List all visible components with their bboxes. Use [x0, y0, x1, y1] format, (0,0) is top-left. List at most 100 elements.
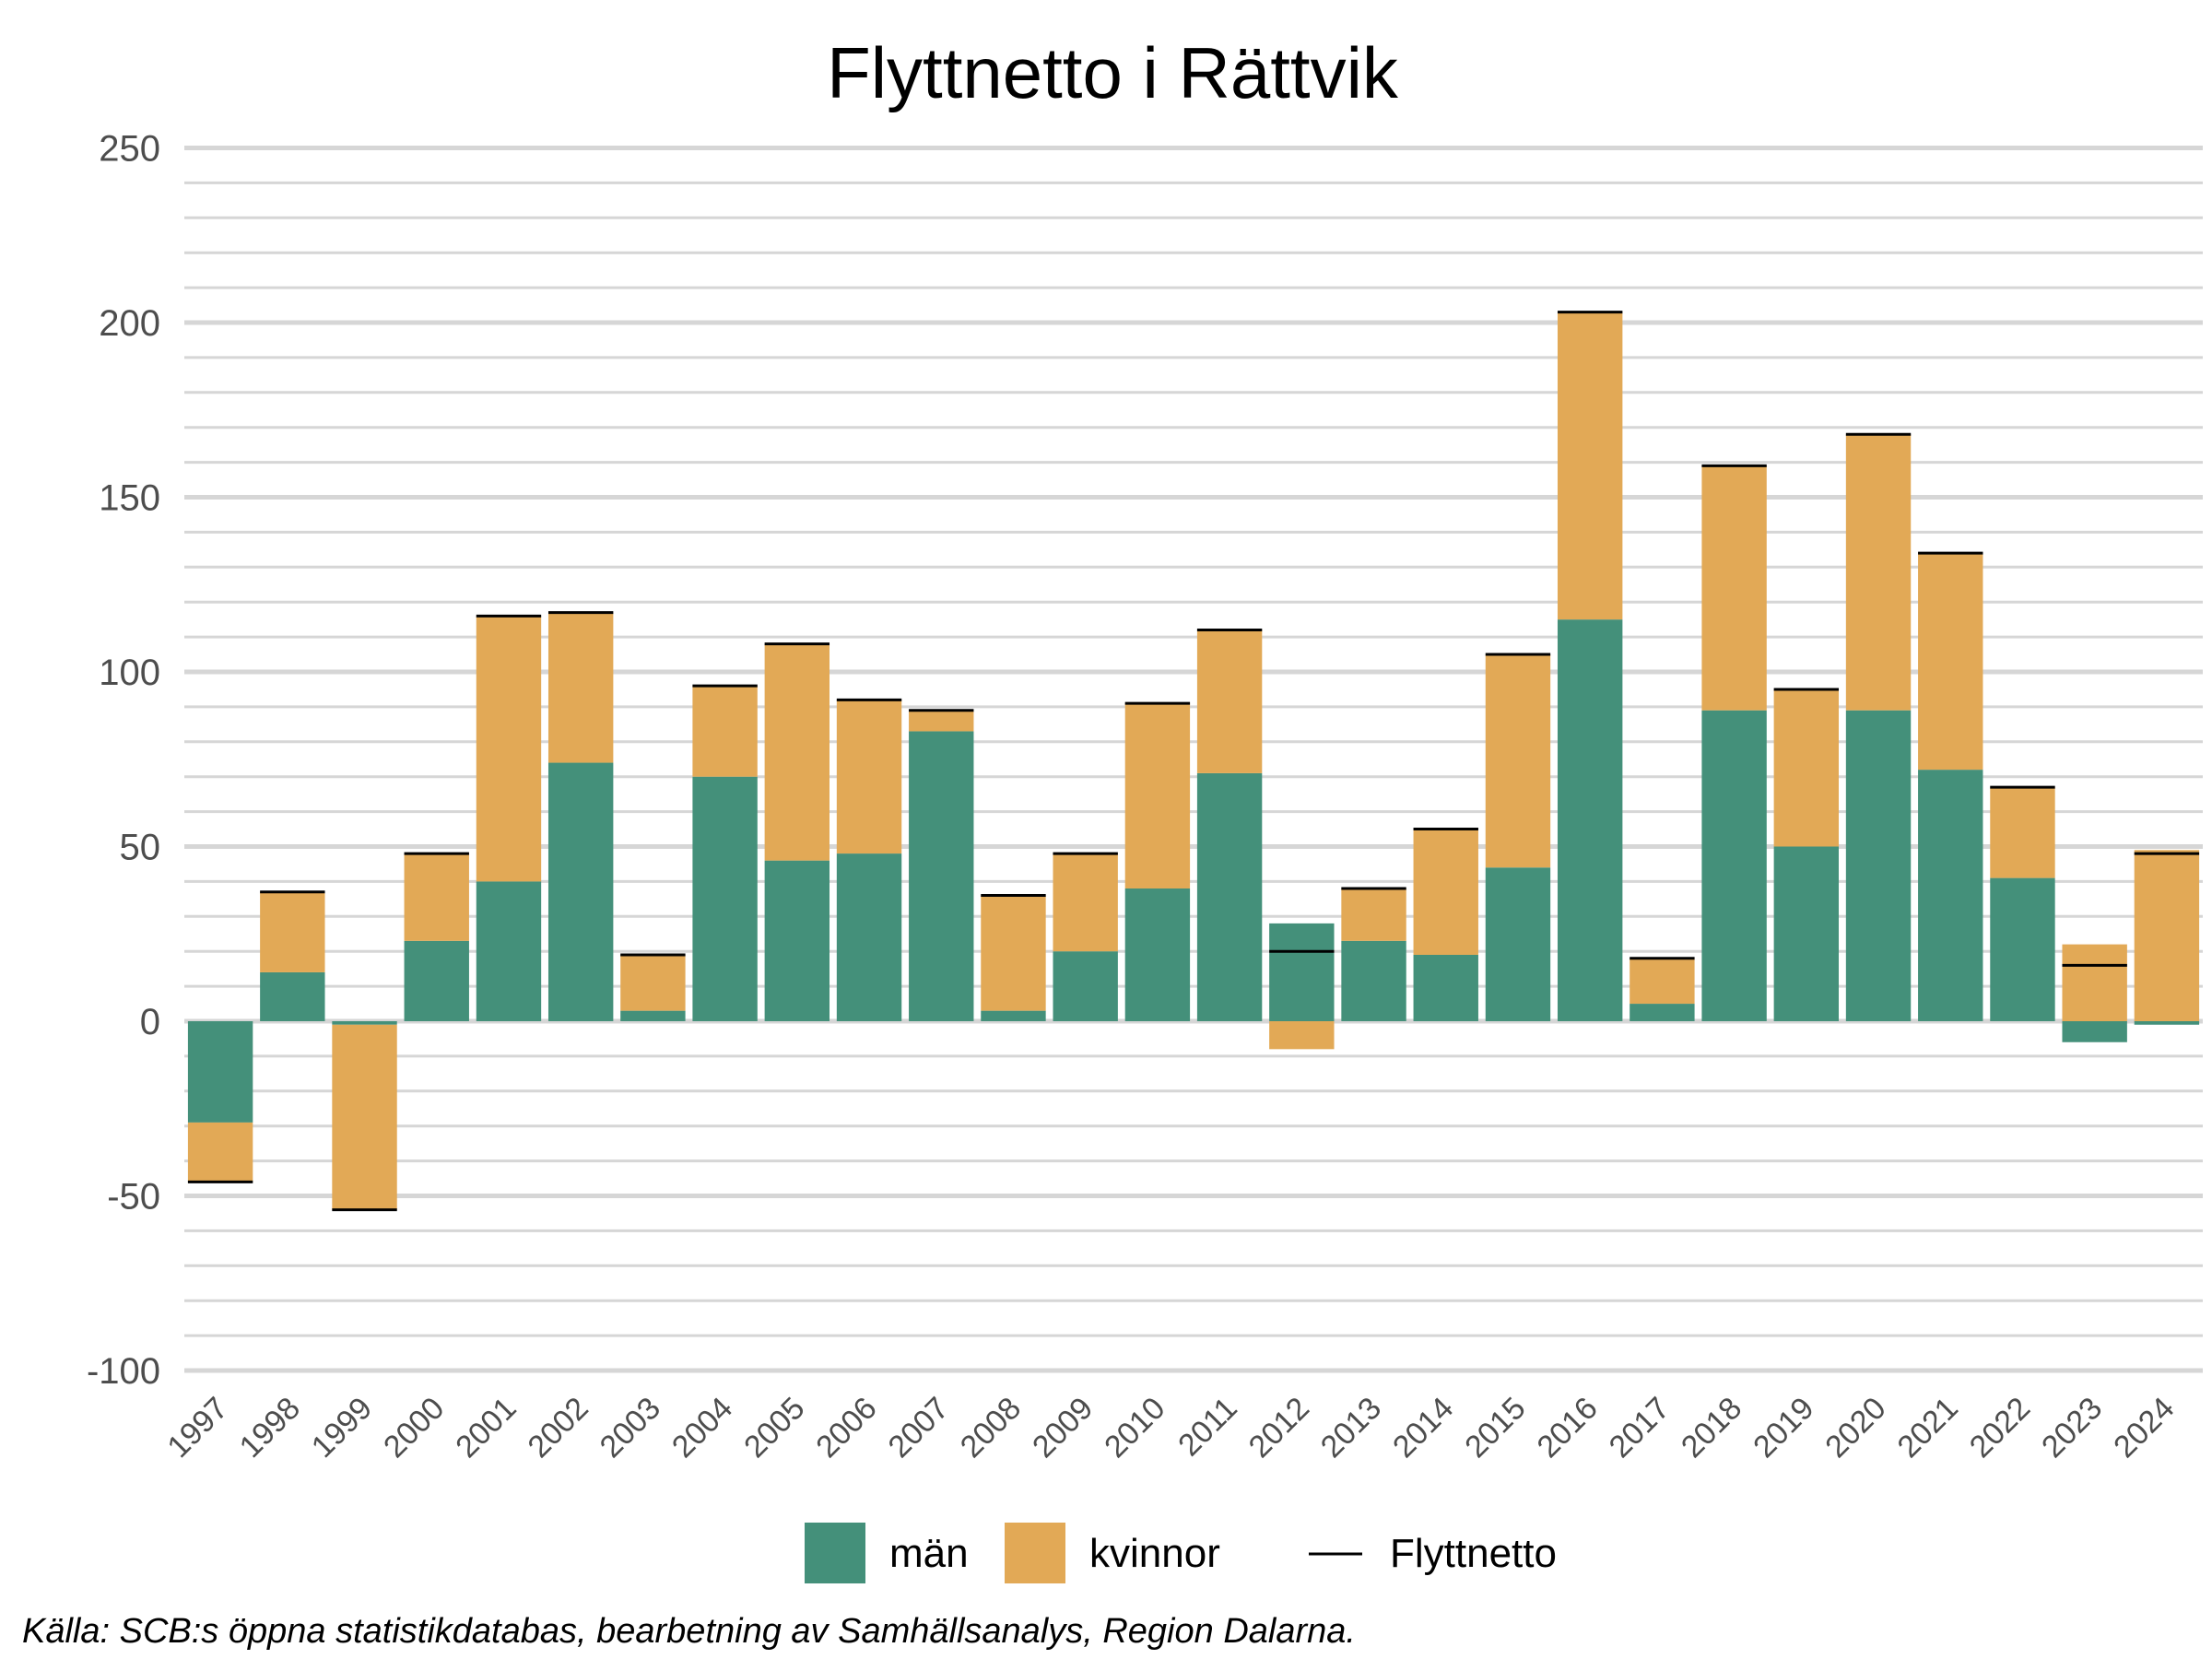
x-tick-label: 2006 — [809, 1391, 883, 1465]
legend-label-kvinnor: kvinnor — [1089, 1531, 1220, 1576]
x-tick-label: 2012 — [1242, 1391, 1316, 1465]
x-tick-label: 2021 — [1891, 1391, 1965, 1465]
x-tick-label: 1997 — [160, 1391, 234, 1465]
y-tick-label: 0 — [140, 1002, 160, 1042]
y-tick-label: 50 — [120, 828, 161, 868]
x-tick-label: 2010 — [1098, 1391, 1171, 1465]
bar-kvinnor — [476, 616, 542, 882]
x-tick-label: 2008 — [954, 1391, 1028, 1465]
bar-man — [620, 1010, 686, 1021]
bar-kvinnor — [260, 891, 325, 972]
bar-man — [1773, 846, 1840, 1021]
bar-kvinnor — [332, 1024, 397, 1210]
x-tick-label: 2014 — [1386, 1391, 1460, 1465]
bar-man — [1845, 710, 1912, 1021]
bar-man — [764, 860, 830, 1021]
x-tick-label: 2024 — [2107, 1391, 2181, 1465]
bar-kvinnor — [1269, 1021, 1335, 1050]
bar-man — [187, 1021, 253, 1123]
bar-kvinnor — [1124, 703, 1191, 888]
y-tick-label: 100 — [99, 653, 160, 693]
bar-man — [332, 1021, 397, 1025]
bar-man — [981, 1010, 1046, 1021]
net-lines — [187, 311, 2200, 1212]
bar-kvinnor — [187, 1122, 253, 1182]
bar-kvinnor — [1341, 888, 1406, 941]
y-axis: -100 -50 0 50 100 150 200 250 — [87, 129, 160, 1393]
bar-kvinnor — [909, 710, 974, 732]
bar-man — [1630, 1004, 1695, 1021]
bar-kvinnor — [1485, 654, 1551, 868]
chart-title: Flyttnetto i Rättvik — [827, 32, 1399, 113]
x-tick-label: 2022 — [1963, 1391, 2037, 1465]
bar-kvinnor — [1701, 465, 1767, 711]
bar-kvinnor — [1773, 688, 1840, 847]
x-tick-label: 2003 — [594, 1391, 667, 1465]
bar-kvinnor — [404, 853, 469, 941]
legend-swatch-man — [805, 1523, 865, 1583]
bar-kvinnor — [981, 895, 1046, 1011]
bar-kvinnor — [1053, 853, 1118, 952]
x-tick-label: 2011 — [1171, 1391, 1244, 1464]
bar-man — [2062, 1021, 2127, 1042]
bar-kvinnor — [2062, 944, 2127, 1021]
legend-label-man: män — [889, 1531, 969, 1576]
legend-swatch-kvinnor — [1005, 1523, 1065, 1583]
y-tick-label: 250 — [99, 129, 160, 170]
bar-man — [2134, 1021, 2200, 1025]
bar-kvinnor — [620, 954, 686, 1011]
x-tick-label: 2007 — [882, 1391, 956, 1465]
bars — [187, 312, 2200, 1210]
bar-kvinnor — [1845, 434, 1912, 711]
bar-man — [1269, 923, 1335, 1021]
y-tick-label: -100 — [87, 1351, 160, 1392]
x-tick-label: 2001 — [449, 1391, 523, 1465]
x-axis: 1997199819992000200120022003200420052006… — [160, 1391, 2181, 1465]
x-tick-label: 1999 — [305, 1391, 379, 1465]
x-tick-label: 2009 — [1026, 1391, 1100, 1465]
bar-kvinnor — [1630, 958, 1695, 1005]
bar-man — [692, 776, 758, 1021]
x-tick-label: 2020 — [1818, 1391, 1892, 1465]
y-tick-label: 150 — [99, 478, 160, 519]
bar-man — [547, 762, 614, 1021]
x-tick-label: 1998 — [233, 1391, 307, 1465]
x-tick-label: 2002 — [521, 1391, 594, 1465]
legend: män kvinnor Flyttnetto — [805, 1523, 1557, 1583]
x-tick-label: 2013 — [1314, 1391, 1388, 1465]
bar-kvinnor — [836, 700, 902, 854]
x-tick-label: 2000 — [377, 1391, 451, 1465]
x-tick-label: 2005 — [737, 1391, 811, 1465]
bar-kvinnor — [1557, 312, 1623, 620]
bar-man — [1053, 951, 1118, 1021]
bar-man — [1485, 867, 1551, 1021]
bar-man — [476, 881, 542, 1021]
bar-kvinnor — [1918, 553, 1983, 771]
bar-man — [836, 853, 902, 1021]
bar-man — [1990, 877, 2055, 1021]
bar-kvinnor — [1990, 787, 2055, 878]
bar-man — [909, 731, 974, 1021]
bar-man — [1701, 710, 1767, 1021]
bar-man — [1557, 619, 1623, 1021]
bar-man — [1196, 772, 1263, 1021]
legend-label-flyttnetto: Flyttnetto — [1390, 1531, 1557, 1576]
bar-man — [1413, 954, 1478, 1021]
bar-kvinnor — [1413, 829, 1478, 955]
x-tick-label: 2023 — [2035, 1391, 2109, 1465]
bar-kvinnor — [692, 686, 758, 777]
bar-man — [1918, 770, 1983, 1021]
source-caption: Källa: SCB:s öppna statistikdatabas, bea… — [22, 1612, 1356, 1651]
bar-man — [1341, 940, 1406, 1021]
x-tick-label: 2015 — [1458, 1391, 1532, 1465]
x-tick-label: 2018 — [1675, 1391, 1748, 1465]
y-tick-label: 200 — [99, 303, 160, 344]
bar-man — [1124, 888, 1191, 1021]
bar-kvinnor — [2134, 850, 2200, 1021]
bar-kvinnor — [547, 612, 614, 763]
x-tick-label: 2017 — [1603, 1391, 1677, 1465]
bar-man — [260, 971, 325, 1021]
bar-kvinnor — [764, 643, 830, 861]
x-tick-label: 2004 — [665, 1391, 739, 1465]
